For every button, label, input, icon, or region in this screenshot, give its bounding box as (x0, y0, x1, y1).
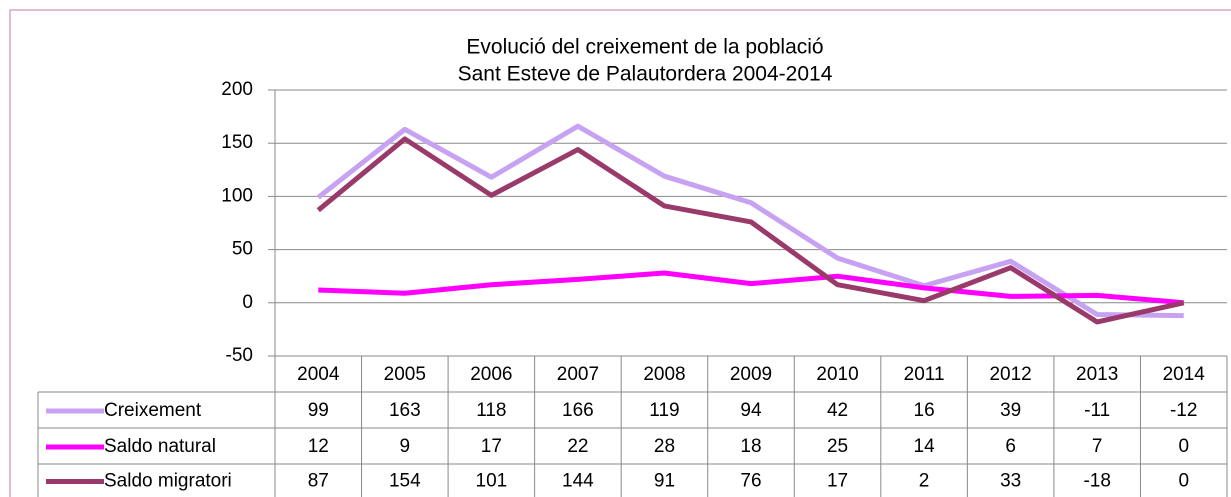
x-tick-label: 2012 (989, 364, 1031, 385)
table-value: 25 (827, 436, 848, 457)
legend-label: Creixement (104, 400, 202, 421)
table-value: 17 (481, 436, 502, 457)
table-value: 6 (1005, 436, 1016, 457)
table-value: 99 (308, 400, 329, 421)
series-line (318, 270, 1184, 306)
x-tick-label: 2014 (1163, 364, 1206, 385)
x-tick-label: 2010 (816, 364, 858, 385)
table-value: 17 (827, 471, 848, 492)
table-value: 16 (914, 400, 935, 421)
x-tick-label: 2009 (730, 364, 772, 385)
table-value: 76 (740, 471, 761, 492)
table-value: -18 (1083, 471, 1110, 492)
table-value: -12 (1170, 400, 1197, 421)
legend-label: Saldo natural (104, 436, 216, 457)
table-value: -11 (1084, 400, 1110, 421)
x-tick-label: 2011 (904, 364, 945, 385)
series-line (316, 136, 1185, 325)
y-tick-label: 50 (232, 239, 253, 260)
x-tick-label: 2007 (557, 364, 599, 385)
table-value: 154 (389, 471, 421, 492)
chart-frame (9, 9, 1231, 497)
table-value: 18 (740, 436, 761, 457)
table-value: 14 (914, 436, 936, 457)
table-value: 166 (562, 400, 594, 421)
table-value: 2 (919, 471, 930, 492)
table-value: 22 (567, 436, 588, 457)
legend-label: Saldo migratori (104, 471, 232, 492)
table-value: 28 (654, 436, 675, 457)
table-value: 91 (654, 471, 675, 492)
chart-title: Evolució del creixement de la població (466, 36, 823, 59)
table-value: 101 (476, 471, 508, 492)
table-value: 119 (649, 400, 679, 421)
table-value: 163 (389, 400, 421, 421)
table-value: 118 (476, 400, 506, 421)
table-value: 12 (308, 436, 329, 457)
table-value: 9 (400, 436, 411, 457)
table-value: 87 (308, 471, 329, 492)
x-tick-label: 2004 (297, 364, 340, 385)
table-value: 42 (827, 400, 848, 421)
table-value: 7 (1092, 436, 1103, 457)
x-tick-label: 2013 (1076, 364, 1118, 385)
y-tick-label: 150 (221, 132, 253, 153)
x-tick-label: 2008 (643, 364, 685, 385)
x-tick-label: 2005 (384, 364, 426, 385)
series-line (316, 123, 1184, 319)
y-tick-label: -50 (226, 345, 253, 366)
x-tick-label: 2006 (470, 364, 512, 385)
y-tick-label: 0 (242, 292, 253, 313)
y-tick-label: 200 (221, 79, 253, 100)
table-value: 39 (1000, 400, 1021, 421)
table-value: 33 (1000, 471, 1021, 492)
table-value: 0 (1178, 436, 1189, 457)
chart-subtitle: Sant Esteve de Palautordera 2004-2014 (458, 63, 833, 86)
table-value: 144 (562, 471, 594, 492)
table-value: 94 (740, 400, 762, 421)
y-tick-label: 100 (221, 185, 253, 206)
table-value: 0 (1178, 471, 1189, 492)
